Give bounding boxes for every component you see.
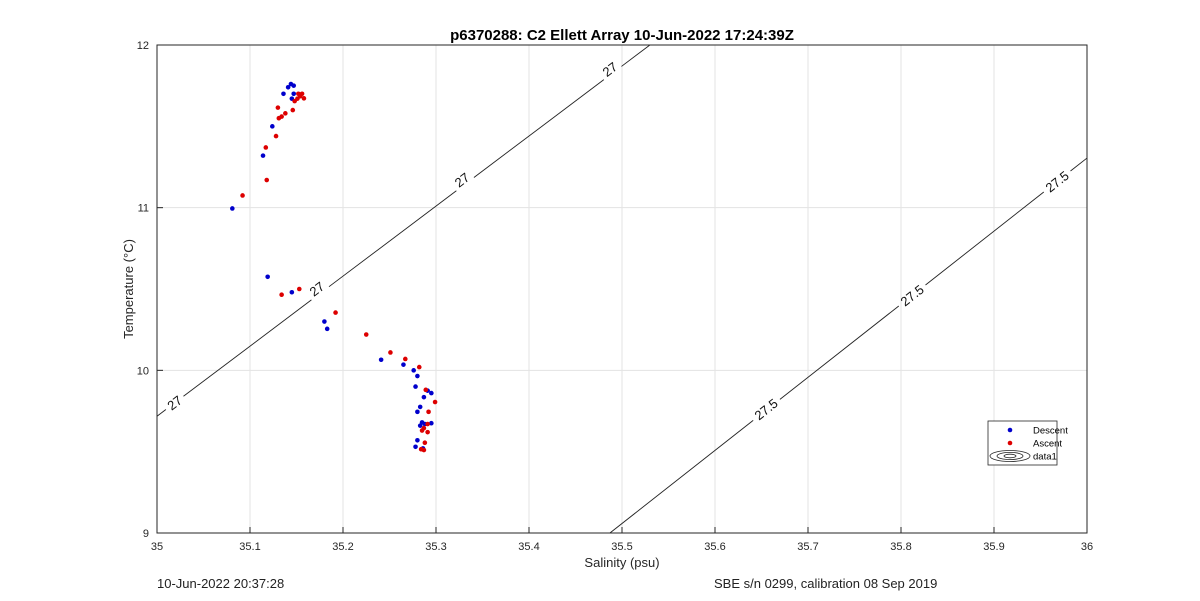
ascent-point <box>296 286 302 292</box>
legend-box <box>987 420 1058 466</box>
ascent-point <box>423 387 429 393</box>
x-tick-label: 35.5 <box>611 541 632 553</box>
y-axis: 9 10 11 12 <box>137 40 163 540</box>
ascent-point <box>388 350 393 355</box>
descent-point <box>291 91 297 97</box>
ascent-point <box>296 91 301 97</box>
data-points <box>230 81 438 453</box>
descent-point <box>413 444 418 450</box>
ascent-point <box>279 114 284 119</box>
x-axis-label: Salinity (psu) <box>584 555 659 570</box>
descent-point <box>230 206 235 211</box>
ascent-point <box>273 133 279 139</box>
descent-point <box>429 420 434 426</box>
ascent-point <box>363 332 369 337</box>
ascent-point <box>275 105 281 110</box>
legend-marker <box>1007 427 1013 433</box>
density-contour-line <box>779 305 900 400</box>
descent-point <box>270 124 275 129</box>
ascent-point <box>299 91 305 97</box>
descent-point <box>411 368 416 373</box>
contour-legend-icon <box>996 451 1024 460</box>
descent-point <box>322 319 327 324</box>
descent-point <box>285 84 291 90</box>
ascent-point <box>264 177 270 183</box>
x-tick-label: 36 <box>1081 541 1093 553</box>
descent-point <box>417 404 423 410</box>
legend-label: Descent <box>1033 426 1068 437</box>
x-tick-label: 35.3 <box>425 541 446 553</box>
ascent-point <box>425 421 430 427</box>
ascent-point <box>333 310 338 315</box>
density-contour-line <box>1070 157 1088 172</box>
density-contour-line <box>621 44 651 67</box>
descent-point <box>415 373 420 379</box>
ascent-point <box>240 193 245 198</box>
contour-label: 27 <box>307 279 328 300</box>
ascent-point <box>263 145 269 150</box>
x-tick-label: 35.9 <box>983 541 1004 553</box>
contour-label: 27 <box>600 59 621 80</box>
x-tick-label: 35.1 <box>239 541 260 553</box>
contour-legend-icon <box>989 450 1031 462</box>
descent-point <box>415 437 420 443</box>
footer-timestamp: 10-Jun-2022 20:37:28 <box>157 576 285 591</box>
descent-point <box>260 153 266 158</box>
density-contour-line <box>156 409 167 417</box>
legend-marker <box>1007 440 1013 446</box>
ascent-point <box>419 428 425 433</box>
descent-point <box>378 357 384 363</box>
density-contour-line <box>183 299 312 397</box>
x-tick-label: 35.6 <box>704 541 725 553</box>
ascent-point <box>283 111 288 116</box>
descent-point <box>281 91 286 97</box>
x-tick-label: 35.8 <box>890 541 911 553</box>
ascent-point <box>416 364 422 370</box>
contour-legend-icon <box>1003 453 1017 459</box>
footer-sensor-info: SBE s/n 0299, calibration 08 Sep 2019 <box>714 576 938 591</box>
density-contour-line <box>609 420 754 534</box>
ascent-point <box>425 429 430 435</box>
legend-label: data1 <box>1033 452 1057 463</box>
ascent-point <box>426 409 431 415</box>
descent-point <box>429 390 434 396</box>
ascent-point <box>418 446 424 452</box>
descent-point <box>421 394 427 400</box>
legend[interactable]: Descent Ascent data1 <box>987 420 1068 466</box>
x-tick-label: 35.4 <box>518 541 539 553</box>
x-axis: 35 35.1 35.2 35.3 35.4 35.5 35.6 35.7 35.8 35.9 36 <box>151 527 1093 553</box>
ascent-point <box>403 356 408 362</box>
x-tick-label: 35.7 <box>797 541 818 553</box>
x-tick-label: 35 <box>151 541 163 553</box>
legend-label: Ascent <box>1033 439 1062 450</box>
chart-title: p6370288: C2 Ellett Array 10-Jun-2022 17… <box>450 27 794 44</box>
y-tick-label: 9 <box>143 528 149 540</box>
descent-point <box>291 83 297 88</box>
ascent-point <box>279 292 284 297</box>
y-tick-label: 12 <box>137 40 149 52</box>
ascent-point <box>301 96 307 101</box>
ascent-point <box>290 107 296 113</box>
ascent-point <box>432 399 438 405</box>
descent-point <box>265 274 270 280</box>
descent-point <box>417 423 423 428</box>
contour-label: 27 <box>452 170 473 191</box>
descent-point <box>415 409 420 415</box>
y-tick-label: 10 <box>137 365 149 377</box>
descent-point <box>413 384 418 389</box>
descent-point <box>324 326 330 332</box>
descent-point <box>289 289 295 295</box>
x-tick-label: 35.2 <box>332 541 353 553</box>
density-contour-line <box>473 79 605 178</box>
density-contour-line <box>328 190 457 288</box>
y-tick-label: 11 <box>138 203 149 215</box>
density-contour-line <box>925 191 1045 286</box>
ascent-point <box>422 440 428 446</box>
descent-point <box>401 362 406 367</box>
y-axis-label: Temperature (°C) <box>121 239 136 339</box>
contour-label: 27 <box>164 393 185 414</box>
